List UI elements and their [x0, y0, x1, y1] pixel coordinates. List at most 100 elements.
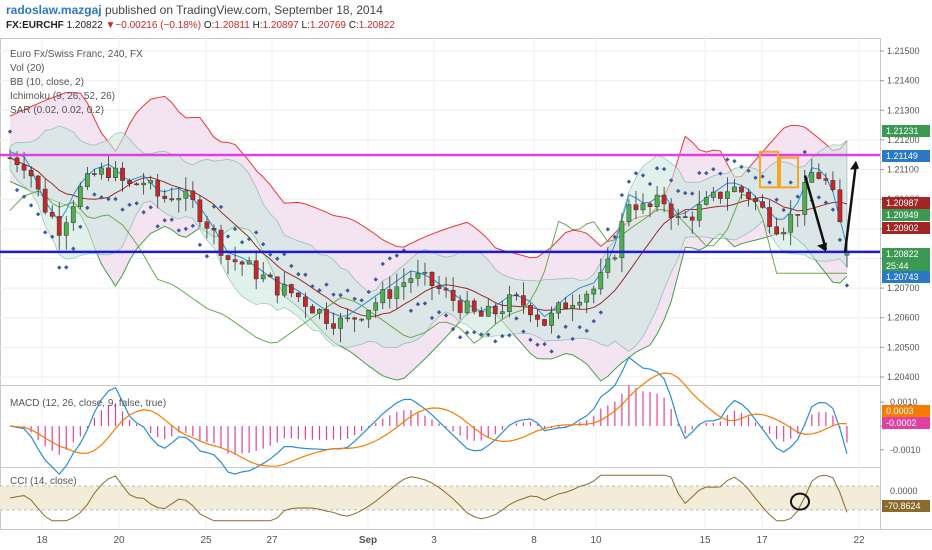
macd-badge-label: 0.0003 [886, 406, 914, 416]
sar-dot [570, 336, 575, 342]
candle-body [675, 216, 681, 218]
time-tick-label: 15 [699, 535, 711, 546]
candle-body [246, 260, 252, 265]
sar-dot [556, 334, 561, 340]
candle-body [359, 318, 365, 321]
sar-dot [28, 203, 34, 208]
candle-body [56, 216, 62, 236]
candle-body [70, 206, 76, 223]
candle-body [77, 186, 83, 207]
candle-body [682, 216, 688, 218]
sar-dot [472, 329, 477, 335]
candle-body [218, 229, 224, 256]
candle-body [591, 288, 597, 295]
sar-dot [246, 236, 252, 242]
candle-body [113, 167, 118, 178]
candle-body [14, 157, 20, 165]
sar-dot [275, 256, 280, 261]
candle-body [507, 294, 512, 312]
chart-area[interactable]: Euro Fx/Swiss Franc, 240, FX Vol (20) BB… [0, 35, 932, 550]
candle-body [725, 191, 730, 199]
author-link[interactable]: radoslaw.mazgaj [6, 3, 102, 17]
sar-dot [176, 228, 181, 233]
candle-body [746, 191, 751, 199]
candle-body [260, 274, 266, 280]
macd-tick-label: -0.0010 [890, 445, 921, 455]
sar-dot [619, 192, 625, 198]
vol-legend: Vol (20) [10, 63, 44, 74]
price-tick-label: 1.20400 [887, 372, 920, 382]
cci-badge-label: -70.8624 [885, 501, 921, 511]
sar-dot [450, 326, 456, 332]
sar-dot [92, 192, 97, 197]
candle-body [366, 309, 372, 320]
candle-body [718, 191, 723, 199]
signal-line [9, 372, 847, 467]
candle-body [774, 226, 779, 235]
candle-body [542, 319, 547, 326]
time-tick-label: 25 [200, 535, 212, 546]
macd-badge [882, 417, 930, 429]
sar-dot [598, 310, 603, 315]
candle-body [225, 255, 231, 260]
candle-body [499, 311, 505, 315]
sar-dot [605, 227, 611, 232]
candle-body [809, 172, 815, 183]
candle-body [176, 198, 182, 201]
candle-body [598, 272, 604, 290]
high-value: 1.20897 [262, 20, 299, 31]
candle-body [127, 180, 132, 185]
price-badge-label: 1.21231 [886, 126, 919, 136]
sar-dot [795, 194, 800, 199]
candle-body [106, 167, 111, 178]
cci-band [0, 486, 880, 510]
time-tick-label: 18 [36, 535, 48, 546]
candle-body [492, 305, 498, 315]
time-tick-label: 17 [756, 535, 768, 546]
sar-dot [204, 254, 210, 259]
bb-basis-line [9, 157, 848, 318]
sar-dot [591, 318, 596, 324]
sar-dot [183, 226, 189, 232]
sar-dot [626, 179, 632, 184]
sar-dot [268, 252, 273, 257]
sar-dot [823, 200, 829, 205]
sar-dot [113, 196, 118, 202]
candle-body [689, 216, 695, 221]
candle-body [232, 259, 238, 263]
candle-body [753, 198, 758, 202]
sar-dot [162, 218, 167, 223]
candle-body [788, 214, 794, 233]
parabolic-sar [7, 129, 850, 354]
sar-dot [668, 178, 674, 183]
cci-line [9, 474, 848, 522]
sar-dot [331, 292, 336, 297]
sar-dot [844, 283, 850, 288]
price-badge-label: 1.21149 [886, 151, 918, 161]
candle-body [668, 203, 674, 218]
drawings [759, 150, 859, 253]
candle-body [267, 274, 273, 278]
candle-body [85, 173, 90, 187]
sar-dot [7, 129, 13, 134]
cci-circle-marker [790, 492, 810, 511]
sar-dot [577, 324, 582, 330]
sar-dot [50, 234, 55, 239]
time-tick-label: 10 [590, 535, 602, 546]
sar-dot [690, 191, 695, 196]
candle-body [310, 306, 315, 314]
sar-dot [169, 217, 174, 222]
sar-dot [106, 196, 111, 202]
sar-dot [303, 272, 308, 277]
sar-dot [486, 332, 491, 337]
macd-tick-label: 0.0010 [890, 397, 918, 407]
open-value: 1.20811 [214, 20, 250, 31]
candle-body [183, 190, 189, 199]
candle-body [549, 312, 554, 326]
candle-body [626, 204, 632, 222]
candle-body [281, 284, 287, 296]
senkou-a-line [9, 92, 848, 259]
candle-body [781, 232, 787, 235]
sar-dot [394, 253, 400, 258]
candle-body [239, 261, 245, 265]
